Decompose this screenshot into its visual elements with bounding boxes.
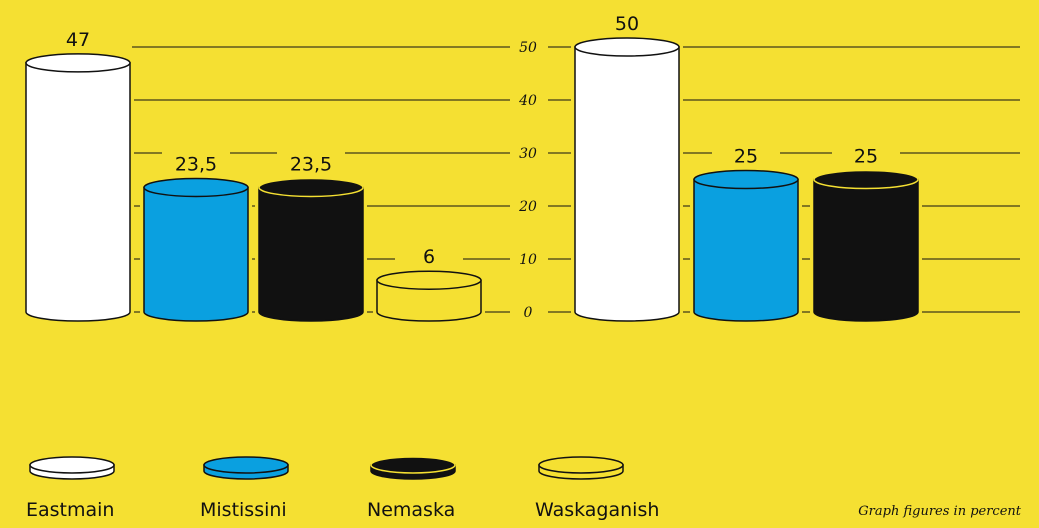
labels-layer: 0 10 20 30 40 50 47 23,5 23,5 6 50 25 25	[44, 10, 900, 321]
value-label: 50	[615, 13, 639, 35]
legend-swatch-top	[370, 456, 456, 474]
bar-right-mistissini	[690, 166, 802, 325]
y-tick-label: 20	[518, 199, 537, 215]
legend-label: Eastmain	[26, 499, 114, 521]
y-tick-label: 40	[518, 93, 537, 109]
bar-left-nemaska	[255, 174, 367, 325]
legend-item-mistissini: Mistissini	[200, 456, 289, 521]
value-label-backdrop	[44, 25, 112, 52]
bar-body	[574, 46, 680, 322]
bar-top	[376, 270, 482, 290]
value-label-backdrop	[277, 150, 345, 177]
bar-body	[258, 186, 364, 322]
figures-note: Graph figures in percent	[858, 504, 1021, 519]
bar-body	[813, 178, 919, 322]
value-label-backdrop	[832, 142, 900, 169]
bar-left-eastmain	[22, 49, 134, 326]
legend: Eastmain Mistissini Nemaska Waskaganish	[26, 456, 659, 521]
bar-left-waskaganish	[373, 267, 485, 325]
bar-top	[574, 37, 680, 57]
bar-top	[25, 53, 131, 73]
bar-top	[258, 177, 364, 198]
legend-label: Nemaska	[367, 499, 455, 521]
value-label-backdrop	[162, 150, 230, 177]
value-label-backdrop	[712, 142, 780, 169]
bar-right-eastmain	[571, 34, 683, 325]
y-tick-label: 30	[519, 146, 537, 162]
y-tick-label: 10	[519, 252, 537, 268]
legend-label: Mistissini	[200, 499, 287, 521]
value-label: 6	[423, 246, 435, 268]
bar-body	[143, 186, 249, 322]
legend-item-eastmain: Eastmain	[26, 456, 115, 521]
y-tick-label: 50	[519, 40, 537, 56]
legend-item-nemaska: Nemaska	[367, 456, 456, 521]
legend-label: Waskaganish	[535, 499, 659, 521]
bar-body	[376, 279, 482, 322]
legend-swatch-top	[29, 456, 115, 474]
bar-top	[693, 169, 799, 190]
bar-right-nemaska	[810, 166, 922, 325]
value-label: 25	[854, 146, 878, 168]
bar-left-mistissini	[140, 174, 252, 325]
value-label: 23,5	[290, 153, 332, 175]
bar-body	[693, 178, 799, 322]
value-label: 25	[734, 146, 758, 168]
value-label: 23,5	[175, 153, 217, 175]
value-label-backdrop	[395, 243, 463, 270]
legend-swatch-top	[203, 456, 289, 474]
legend-swatch-top	[538, 456, 624, 474]
value-label: 47	[66, 29, 90, 51]
value-label-backdrop	[593, 10, 661, 36]
y-tick-label: 0	[524, 305, 533, 321]
bars-layer	[22, 34, 922, 326]
legend-item-waskaganish: Waskaganish	[535, 456, 659, 521]
bar-body	[25, 62, 131, 322]
bar-top	[813, 169, 919, 190]
bar-top	[143, 177, 249, 198]
